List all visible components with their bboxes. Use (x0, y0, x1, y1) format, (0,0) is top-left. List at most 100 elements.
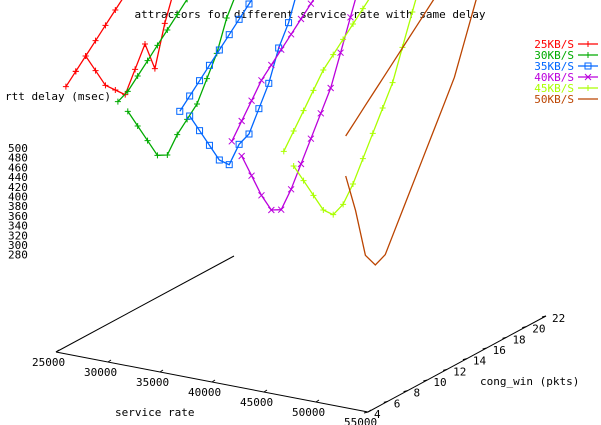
data-point (307, 135, 315, 143)
x-tick (55, 349, 60, 353)
data-point (267, 61, 275, 69)
y-tick-label: 20 (532, 323, 545, 336)
data-point (258, 191, 265, 199)
z-tick-label: 480 (8, 152, 28, 165)
y-tick (442, 368, 448, 371)
x-tick (263, 389, 268, 393)
y-tick (363, 411, 369, 414)
y-tick (423, 379, 428, 382)
data-point (255, 105, 263, 113)
base-back-line (55, 255, 235, 353)
data-point (297, 160, 305, 168)
y-tick-label: 14 (473, 355, 487, 368)
z-tick-label: 280 (8, 249, 28, 262)
series-line (231, 0, 356, 211)
y-tick-label: 4 (374, 408, 381, 421)
data-point (205, 61, 213, 69)
data-point (290, 128, 297, 134)
series-45KB/S (280, 0, 417, 218)
series-line (117, 0, 235, 156)
data-point (265, 79, 273, 87)
series-line (65, 0, 173, 96)
data-point (290, 163, 297, 169)
legend-marker (584, 73, 592, 81)
x-tick-label: 45000 (240, 396, 273, 409)
legend-label: 45KB/S (534, 82, 574, 95)
data-point (196, 77, 204, 85)
data-point (72, 68, 79, 75)
legend-marker (584, 62, 592, 70)
legend-label: 35KB/S (534, 60, 574, 73)
data-point (144, 57, 151, 64)
x-axis-label: service rate (115, 406, 194, 419)
data-point (285, 19, 293, 27)
y-tick (541, 315, 547, 318)
data-point (277, 46, 285, 54)
z-tick-label: 440 (8, 171, 28, 184)
data-point (248, 97, 255, 105)
data-point (310, 87, 317, 94)
y-tick-label: 18 (512, 333, 525, 346)
y-axis-line (367, 315, 547, 413)
y-tick (522, 326, 527, 329)
data-point (132, 66, 139, 73)
x-tick-label: 40000 (188, 386, 221, 399)
data-point (92, 67, 99, 74)
data-point (92, 37, 99, 44)
y-tick (502, 336, 507, 339)
data-point (154, 152, 161, 159)
legend-label: 40KB/S (534, 71, 574, 84)
data-point (389, 79, 396, 86)
data-point (369, 130, 376, 137)
data-point (176, 107, 184, 115)
data-point (359, 155, 366, 162)
data-point (134, 73, 141, 79)
data-point (215, 156, 223, 164)
data-point (142, 41, 148, 47)
data-point (225, 161, 233, 169)
x-tick-label: 50000 (292, 406, 325, 419)
data-point (310, 192, 317, 199)
data-point (151, 65, 158, 72)
data-point (215, 46, 223, 54)
y-tick-label: 10 (433, 376, 446, 389)
data-point (317, 109, 325, 117)
data-point (320, 207, 327, 213)
x-tick (315, 399, 320, 403)
data-point (144, 137, 151, 144)
data-point (102, 82, 109, 89)
y-tick-label: 16 (493, 344, 506, 357)
data-point (114, 98, 121, 105)
z-tick-label: 360 (8, 210, 28, 223)
y-tick (403, 390, 408, 393)
data-point (280, 148, 287, 155)
data-point (186, 112, 194, 120)
data-point (297, 15, 305, 23)
data-point (287, 30, 295, 38)
z-tick-label: 400 (8, 191, 28, 204)
data-point (102, 22, 109, 29)
data-point (248, 172, 255, 180)
data-point (134, 123, 141, 129)
x-tick-label: 30000 (84, 366, 117, 379)
data-point (164, 27, 171, 33)
data-point (330, 211, 337, 218)
series-40KB/S (228, 0, 356, 214)
series-layer (62, 0, 477, 266)
legend-label: 25KB/S (534, 38, 574, 51)
data-point (258, 76, 265, 84)
z-tick-label: 500 (8, 142, 28, 155)
z-tick-label: 380 (8, 200, 28, 213)
y-tick (482, 347, 487, 350)
series-35KB/S (176, 0, 296, 169)
z-tick-label: 460 (8, 161, 28, 174)
x-tick (367, 409, 372, 413)
legend-label: 30KB/S (534, 49, 574, 62)
data-point (82, 53, 89, 59)
data-point (124, 88, 131, 95)
data-point (235, 140, 243, 148)
data-point (307, 0, 315, 8)
data-point (205, 141, 213, 149)
data-point (238, 152, 246, 160)
